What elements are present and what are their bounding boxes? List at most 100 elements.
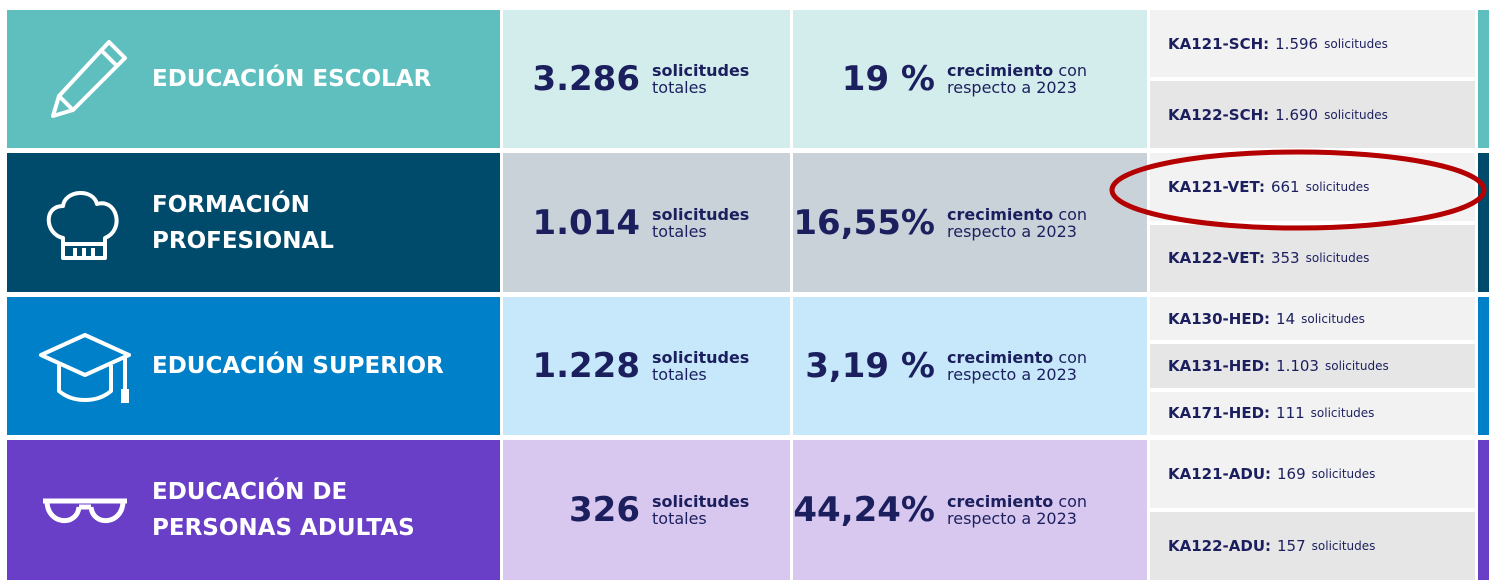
row-strip (1478, 440, 1489, 580)
action-unit: solicitudes (1311, 539, 1376, 553)
total-cell: 326 solicitudes totales (503, 440, 790, 580)
growth-cell: 19 % crecimiento con respecto a 2023 (793, 10, 1147, 148)
sector-name: EDUCACIÓN SUPERIOR (152, 348, 444, 384)
sector-name-line: FORMACIÓN (152, 191, 310, 218)
total-unit: solicitudes totales (652, 297, 749, 435)
growth-label-bold: crecimiento (947, 348, 1054, 367)
action-code: KA121-ADU: (1168, 465, 1272, 483)
action-item: KA131-HED: 1.103 solicitudes (1150, 344, 1475, 388)
actions-cell: KA121-VET: 661 solicitudes KA122-VET: 353 sol… (1150, 153, 1475, 292)
total-unit: solicitudes totales (652, 153, 749, 292)
growth-label-bold: crecimiento (947, 204, 1054, 224)
growth-label-rest: con (1058, 348, 1088, 367)
action-unit: solicitudes (1310, 406, 1375, 421)
action-unit: solicitudes (1324, 36, 1388, 51)
growth-label-2: respecto a 2023 (947, 221, 1077, 241)
action-count: 1.103 (1276, 356, 1319, 375)
action-count: 169 (1277, 465, 1306, 483)
sector-icon (39, 333, 131, 403)
action-code: KA121-VET: (1168, 177, 1265, 196)
action-unit: solicitudes (1301, 311, 1365, 326)
action-count: 353 (1270, 249, 1300, 268)
total-unit: solicitudes totales (652, 10, 749, 148)
action-code: KA130-HED: (1168, 309, 1271, 328)
total-unit-2: totales (652, 221, 707, 241)
growth-number: 16,55% (793, 202, 935, 243)
total-number: 3.286 (532, 59, 640, 99)
total-number: 1.228 (532, 346, 640, 386)
sector-name: FORMACIÓN PROFESIONAL (152, 187, 334, 259)
action-count: 157 (1277, 537, 1306, 555)
growth-label-1: crecimiento con (947, 62, 1087, 79)
sector-icon (46, 190, 119, 260)
action-count: 1.690 (1275, 105, 1319, 124)
actions-cell: KA121-ADU: 169 solicitudes KA122-ADU: 157 sol… (1150, 440, 1475, 580)
action-count: 111 (1276, 404, 1305, 423)
total-number: 1.014 (532, 202, 640, 243)
growth-label-2: respecto a 2023 (947, 78, 1077, 97)
sector-name: EDUCACIÓN ESCOLAR (152, 61, 431, 97)
action-unit: solicitudes (1305, 251, 1370, 266)
action-item: KA171-HED: 111 solicitudes (1150, 391, 1475, 435)
growth-label: crecimiento con respecto a 2023 (947, 153, 1087, 292)
sector-cell: FORMACIÓN PROFESIONAL (7, 153, 500, 292)
action-unit: solicitudes (1324, 107, 1388, 122)
action-unit: solicitudes (1311, 467, 1376, 481)
sector-name-line: EDUCACIÓN SUPERIOR (152, 353, 444, 379)
action-code: KA131-HED: (1168, 356, 1271, 375)
total-cell: 1.228 solicitudes totales (503, 297, 790, 435)
sector-cell: EDUCACIÓN ESCOLAR (7, 10, 500, 148)
actions-cell: KA121-SCH: 1.596 solicitudes KA122-SCH: 1.69… (1150, 10, 1475, 148)
total-unit-2: totales (652, 365, 707, 384)
growth-label: crecimiento con respecto a 2023 (947, 297, 1087, 435)
growth-label-rest: con (1058, 61, 1088, 80)
total-unit: solicitudes totales (652, 440, 749, 580)
sector-cell: EDUCACIÓN SUPERIOR (7, 297, 500, 435)
growth-label-1: crecimiento con (947, 349, 1087, 366)
growth-label-rest: con (1058, 492, 1088, 511)
action-code: KA122-SCH: (1168, 105, 1270, 124)
action-code: KA171-HED: (1168, 404, 1271, 423)
growth-cell: 16,55% crecimiento con respecto a 2023 (793, 153, 1147, 292)
action-item: KA122-ADU: 157 solicitudes (1150, 512, 1475, 580)
growth-number: 19 % (841, 59, 935, 99)
action-item: KA130-HED: 14 solicitudes (1150, 297, 1475, 341)
sector-icon (43, 498, 127, 524)
row-strip (1478, 297, 1489, 435)
sector-name-line: PROFESIONAL (152, 227, 334, 254)
growth-label-rest: con (1058, 204, 1088, 224)
total-unit-2: totales (652, 78, 707, 97)
growth-label-1: crecimiento con (947, 206, 1087, 223)
action-count: 1.596 (1275, 34, 1319, 53)
growth-cell: 3,19 % crecimiento con respecto a 2023 (793, 297, 1147, 435)
growth-label-bold: crecimiento (947, 492, 1054, 511)
growth-label: crecimiento con respecto a 2023 (947, 10, 1087, 148)
total-number: 326 (569, 490, 640, 530)
action-count: 661 (1270, 177, 1300, 196)
action-count: 14 (1276, 309, 1296, 328)
action-item: KA122-VET: 353 solicitudes (1150, 224, 1475, 292)
total-unit-1: solicitudes (652, 492, 750, 511)
total-cell: 3.286 solicitudes totales (503, 10, 790, 148)
sector-name-line: PERSONAS ADULTAS (152, 515, 415, 541)
growth-label-2: respecto a 2023 (947, 509, 1077, 528)
total-unit-2: totales (652, 509, 707, 528)
actions-cell: KA130-HED: 14 solicitudes KA131-HED: 1.103 so… (1150, 297, 1475, 435)
row-strip (1478, 10, 1489, 148)
growth-label: crecimiento con respecto a 2023 (947, 440, 1087, 580)
growth-label-2: respecto a 2023 (947, 365, 1077, 384)
growth-number: 44,24% (793, 490, 935, 530)
growth-label-1: crecimiento con (947, 493, 1087, 510)
action-unit: solicitudes (1324, 358, 1389, 373)
action-unit: solicitudes (1305, 179, 1370, 194)
total-cell: 1.014 solicitudes totales (503, 153, 790, 292)
total-unit-1: solicitudes (652, 204, 750, 224)
sector-name: EDUCACIÓN DE PERSONAS ADULTAS (152, 474, 415, 546)
growth-number: 3,19 % (805, 346, 935, 386)
total-unit-1: solicitudes (652, 61, 750, 80)
action-code: KA122-VET: (1168, 249, 1265, 268)
growth-cell: 44,24% crecimiento con respecto a 2023 (793, 440, 1147, 580)
sector-icon (51, 40, 127, 118)
action-code: KA122-ADU: (1168, 537, 1272, 555)
